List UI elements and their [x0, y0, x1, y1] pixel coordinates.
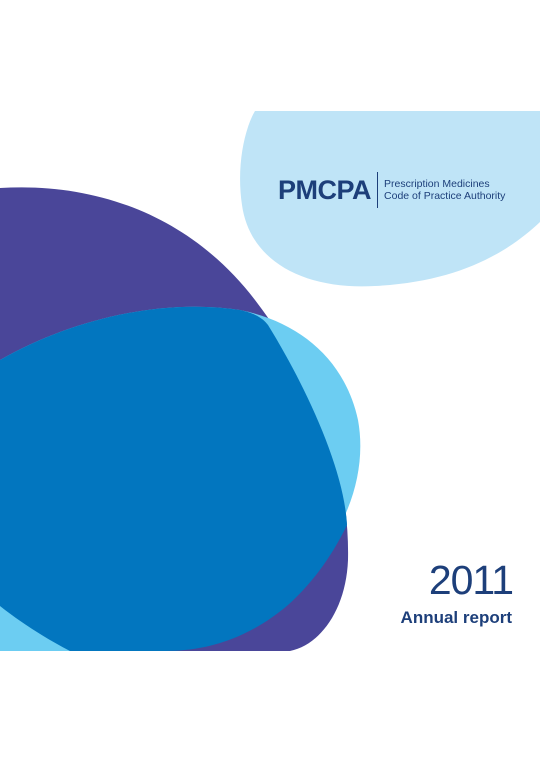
report-title: Annual report	[400, 608, 512, 627]
light-blue-blob	[240, 111, 540, 287]
logo-acronym: PMCPA	[278, 174, 372, 205]
mid-blue-blob	[0, 306, 347, 651]
logo-divider	[377, 172, 379, 208]
pmcpa-logo: PMCPA Prescription Medicines Code of Pra…	[278, 172, 505, 208]
logo-tagline: Prescription Medicines Code of Practice …	[384, 178, 505, 203]
logo-tagline-line1: Prescription Medicines	[384, 177, 490, 190]
logo-tagline-line2: Code of Practice Authority	[384, 190, 506, 202]
report-year: 2011	[428, 557, 514, 603]
